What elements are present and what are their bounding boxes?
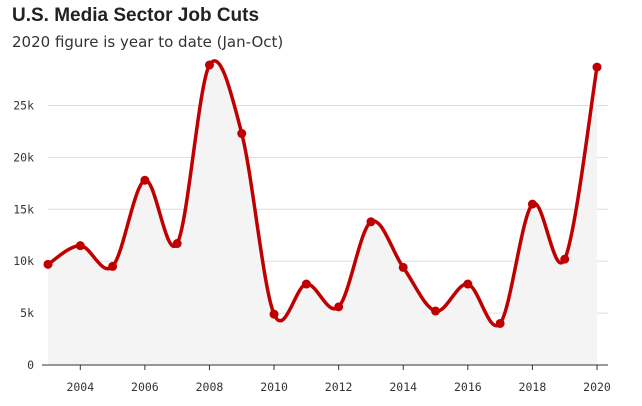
- data-point: [140, 175, 150, 185]
- x-tick-label: 2006: [131, 380, 159, 394]
- data-point: [204, 60, 214, 70]
- y-tick-label: 10k: [13, 254, 34, 268]
- data-point: [592, 62, 602, 72]
- y-tick-label: 15k: [13, 202, 34, 216]
- data-point: [334, 302, 344, 312]
- data-point: [172, 239, 182, 249]
- x-tick-label: 2012: [325, 380, 353, 394]
- y-tick-label: 0: [27, 358, 34, 372]
- data-point: [527, 199, 537, 209]
- x-tick-label: 2004: [66, 380, 94, 394]
- x-tick-label: 2020: [583, 380, 611, 394]
- x-axis-ticks: 2004 2006 2008 2010 2012 2014 2016 2018 2020: [66, 365, 611, 394]
- chart-subtitle: 2020 figure is year to date (Jan-Oct): [12, 33, 284, 51]
- x-tick-label: 2016: [454, 380, 482, 394]
- data-point: [237, 129, 247, 139]
- x-tick-label: 2018: [519, 380, 547, 394]
- data-point: [431, 306, 441, 316]
- x-tick-label: 2010: [260, 380, 288, 394]
- x-tick-label: 2008: [196, 380, 224, 394]
- data-point: [75, 241, 85, 251]
- y-tick-label: 20k: [13, 150, 34, 164]
- y-axis-ticks: 0 5k 10k 15k 20k 25k: [13, 99, 34, 372]
- data-point: [301, 279, 311, 289]
- x-tick-label: 2014: [389, 380, 417, 394]
- y-tick-label: 25k: [13, 99, 34, 113]
- data-point: [560, 254, 570, 264]
- y-tick-label: 5k: [20, 306, 34, 320]
- data-point: [108, 261, 118, 271]
- series-line: [46, 59, 599, 328]
- data-point: [463, 279, 473, 289]
- data-point: [398, 262, 408, 272]
- data-point: [43, 259, 53, 269]
- data-point: [269, 309, 279, 319]
- chart-title: U.S. Media Sector Job Cuts: [12, 5, 260, 26]
- data-points: [43, 60, 602, 328]
- data-point: [495, 318, 505, 328]
- data-point: [366, 217, 376, 227]
